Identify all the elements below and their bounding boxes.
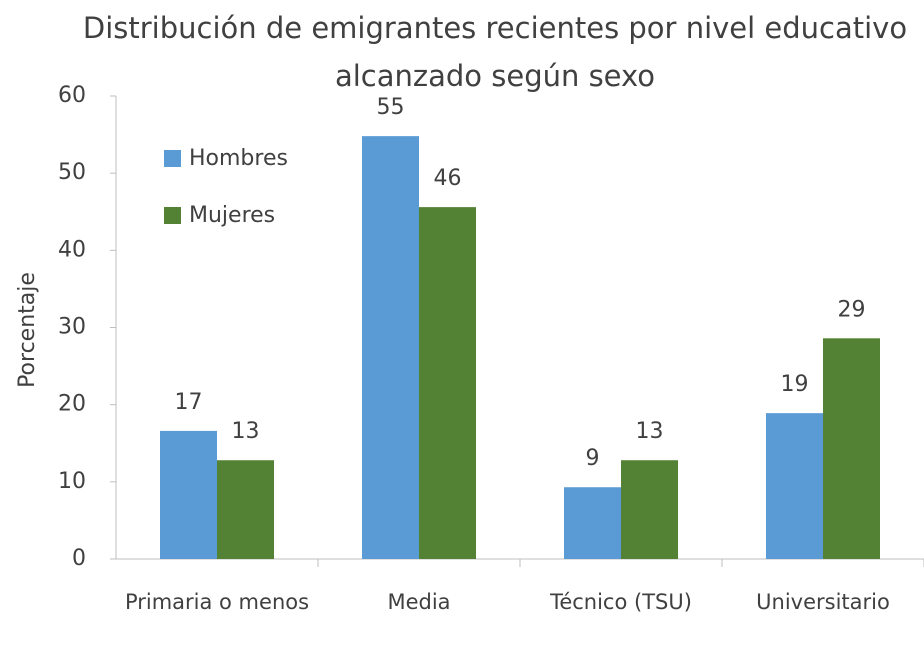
legend-swatch <box>164 150 181 167</box>
data-label: 46 <box>434 166 462 191</box>
data-label: 13 <box>636 419 664 444</box>
x-tick-box: Técnico (TSU) <box>550 590 692 614</box>
bar <box>823 338 880 559</box>
data-label: 29 <box>838 297 866 322</box>
y-tick-label: 0 <box>72 546 86 571</box>
bar <box>362 136 419 560</box>
y-tick-label: 60 <box>58 83 86 108</box>
x-tick-box: Media <box>387 590 451 614</box>
y-tick-label: 30 <box>58 315 86 340</box>
bar <box>564 487 621 559</box>
bar <box>766 413 823 559</box>
y-tick-label: 20 <box>58 392 86 417</box>
data-label: 13 <box>232 419 260 444</box>
bar <box>419 207 476 559</box>
data-label: 19 <box>781 372 809 397</box>
x-tick-label: Media <box>387 590 451 614</box>
x-tick-label: Técnico (TSU) <box>550 590 692 614</box>
bar <box>217 460 274 559</box>
bar <box>621 460 678 559</box>
x-tick-label: Primaria o menos <box>124 590 310 614</box>
data-label: 17 <box>175 390 203 415</box>
y-tick-label: 10 <box>58 469 86 494</box>
y-tick-label: 40 <box>58 237 86 262</box>
y-axis-label: Porcentaje <box>15 272 40 388</box>
data-label: 9 <box>586 446 600 471</box>
x-tick-box: Universitario <box>756 590 890 614</box>
legend-label: Hombres <box>189 146 288 171</box>
x-tick-box: Primaria o menos <box>124 590 310 614</box>
x-tick-label: Universitario <box>756 590 890 614</box>
legend-label: Mujeres <box>189 203 275 228</box>
bar <box>160 430 217 559</box>
legend-swatch <box>164 207 181 224</box>
chart-title: Distribución de emigrantes recientes por… <box>82 11 908 93</box>
data-label: 55 <box>377 95 405 120</box>
title-box: Distribución de emigrantes recientes por… <box>82 11 908 93</box>
y-tick-label: 50 <box>58 160 86 185</box>
